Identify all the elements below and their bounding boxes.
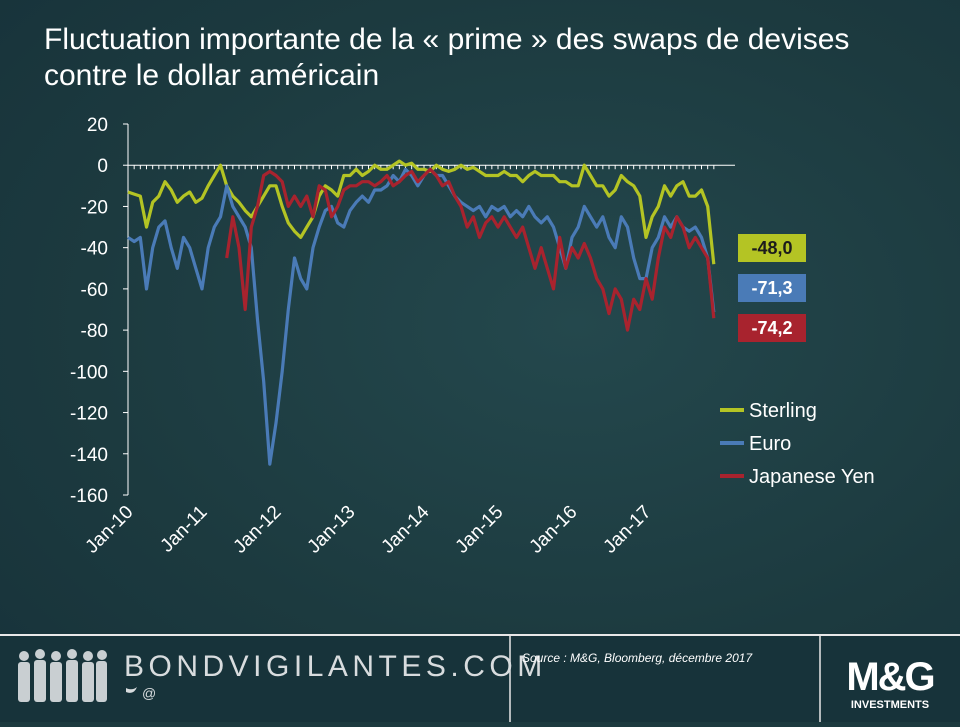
- y-tick-label: -40: [81, 239, 108, 260]
- chart: -160 -140 -120 -100 -80 -60 -40 -20 0 20 Jan-10 Jan…: [70, 115, 875, 558]
- x-tick-label: Jan-12: [230, 502, 286, 558]
- y-tick-label: -120: [70, 404, 108, 425]
- x-tick-label: Jan-13: [304, 502, 360, 558]
- value-label-box: [738, 234, 806, 262]
- footer-graphics: BONDVIGILANTES.COM @ Source : M&G, Bloom…: [18, 636, 936, 722]
- x-tick-label: Jan-14: [378, 501, 434, 557]
- x-tick-label: Jan-17: [600, 502, 656, 558]
- value-label-box: [738, 314, 806, 342]
- y-tick-label: -100: [70, 362, 108, 383]
- x-tick-label: Jan-10: [82, 502, 138, 558]
- legend-label: Euro: [749, 433, 791, 455]
- site-name: BONDVIGILANTES.COM: [124, 650, 547, 683]
- legend-label: Sterling: [749, 400, 817, 422]
- value-label: -71,3: [751, 278, 792, 298]
- value-label: -48,0: [751, 238, 792, 258]
- legend-label: Japanese Yen: [749, 466, 875, 488]
- chart-title: Fluctuation importante de la « prime » d…: [44, 23, 850, 92]
- value-label: -74,2: [751, 318, 792, 338]
- series-line: [225, 167, 716, 332]
- x-tick-label: Jan-16: [526, 502, 582, 558]
- series-line: [127, 159, 716, 265]
- y-tick-label: -60: [81, 280, 108, 301]
- y-tick-label: -140: [70, 445, 108, 466]
- people-icon: [18, 649, 107, 702]
- x-tick-label: Jan-11: [157, 502, 212, 557]
- logo-sub: INVESTMENTS: [851, 699, 929, 711]
- y-tick-label: 0: [97, 156, 108, 177]
- y-tick-label: 20: [87, 115, 108, 136]
- y-tick-label: -160: [70, 486, 108, 507]
- twitter-icon: [126, 687, 137, 693]
- footer: BONDVIGILANTES.COM @ Source : M&G, Bloom…: [0, 634, 960, 722]
- value-label-box: [738, 274, 806, 302]
- x-tick-label: Jan-15: [452, 502, 508, 558]
- y-tick-label: -80: [81, 321, 108, 342]
- logo: M&G: [846, 655, 933, 699]
- y-tick-label: -20: [81, 197, 108, 218]
- source-note: Source : M&G, Bloomberg, décembre 2017: [522, 651, 753, 665]
- handle: @: [142, 685, 156, 701]
